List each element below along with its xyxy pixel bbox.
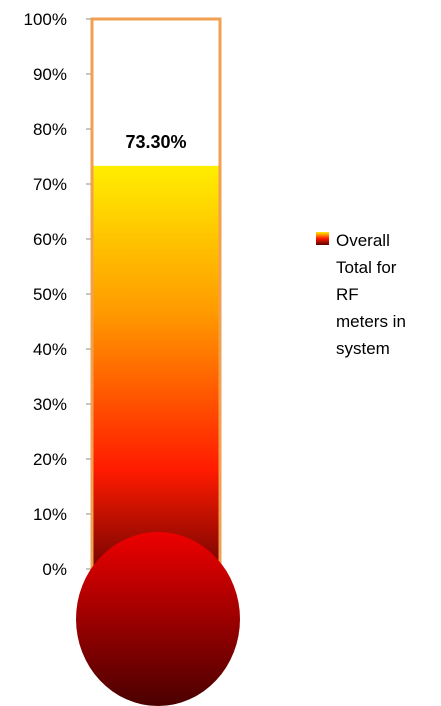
legend-swatch bbox=[316, 232, 329, 245]
y-tick-label: 60% bbox=[33, 230, 67, 249]
legend-line: system bbox=[336, 339, 390, 358]
legend-line: Overall bbox=[336, 231, 390, 250]
legend-line: Total for bbox=[336, 258, 397, 277]
y-tick-label: 10% bbox=[33, 505, 67, 524]
y-tick-label: 70% bbox=[33, 175, 67, 194]
y-tick-group: 0% 10% 20% 30% 40% 50% 60% 70% 80% 90% 100% bbox=[24, 10, 92, 579]
data-label: 73.30% bbox=[125, 132, 186, 152]
y-tick-label: 0% bbox=[42, 560, 67, 579]
y-tick-label: 30% bbox=[33, 395, 67, 414]
y-tick-label: 50% bbox=[33, 285, 67, 304]
y-axis: 0% 10% 20% 30% 40% 50% 60% 70% 80% 90% 100% bbox=[24, 10, 93, 579]
y-tick-label: 20% bbox=[33, 450, 67, 469]
y-tick-label: 100% bbox=[24, 10, 67, 29]
y-tick-label: 80% bbox=[33, 120, 67, 139]
legend: Overall Total for RF meters in system bbox=[316, 231, 411, 358]
bar-mercury-fill bbox=[93, 165, 219, 589]
y-tick-label: 90% bbox=[33, 65, 67, 84]
legend-label: Overall Total for RF meters in system bbox=[336, 231, 411, 358]
legend-line: meters in bbox=[336, 312, 406, 331]
legend-line: RF bbox=[336, 285, 359, 304]
y-tick-label: 40% bbox=[33, 340, 67, 359]
thermometer-bulb bbox=[76, 532, 240, 706]
